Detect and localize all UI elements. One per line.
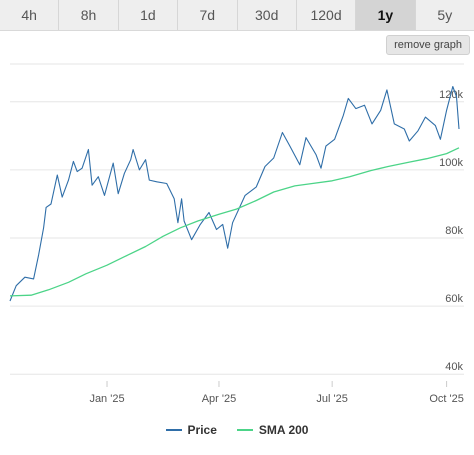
y-tick-label: 100k [439,157,463,169]
y-tick-label: 120k [439,89,463,101]
remove-graph-button[interactable]: remove graph [386,35,470,55]
tab-1y[interactable]: 1y [356,0,416,30]
legend-price-label: Price [187,423,217,437]
timeframe-tabs: 4h 8h 1d 7d 30d 120d 1y 5y [0,0,474,31]
legend-sma-swatch [236,429,253,431]
x-tick-label: Apr '25 [202,393,237,405]
chart-legend: Price SMA 200 [0,420,474,440]
sma-200-line[interactable] [9,147,460,297]
legend-item-price[interactable]: Price [165,420,217,440]
tab-7d[interactable]: 7d [178,0,238,30]
tab-5y[interactable]: 5y [415,0,474,30]
price-line[interactable] [9,85,460,302]
y-tick-label: 80k [445,225,463,237]
y-tick-label: 40k [445,361,463,373]
legend-price-swatch [165,429,182,431]
tab-120d[interactable]: 120d [296,0,357,30]
legend-sma-label: SMA 200 [258,423,309,437]
tab-8h[interactable]: 8h [59,0,119,30]
y-tick-label: 60k [445,293,463,305]
x-tick-label: Oct '25 [429,393,464,405]
tab-30d[interactable]: 30d [237,0,297,30]
legend-item-sma[interactable]: SMA 200 [236,420,309,440]
tab-1d[interactable]: 1d [118,0,179,30]
x-tick-label: Jan '25 [89,393,124,405]
x-tick-label: Jul '25 [316,393,347,405]
tab-4h[interactable]: 4h [0,0,60,30]
